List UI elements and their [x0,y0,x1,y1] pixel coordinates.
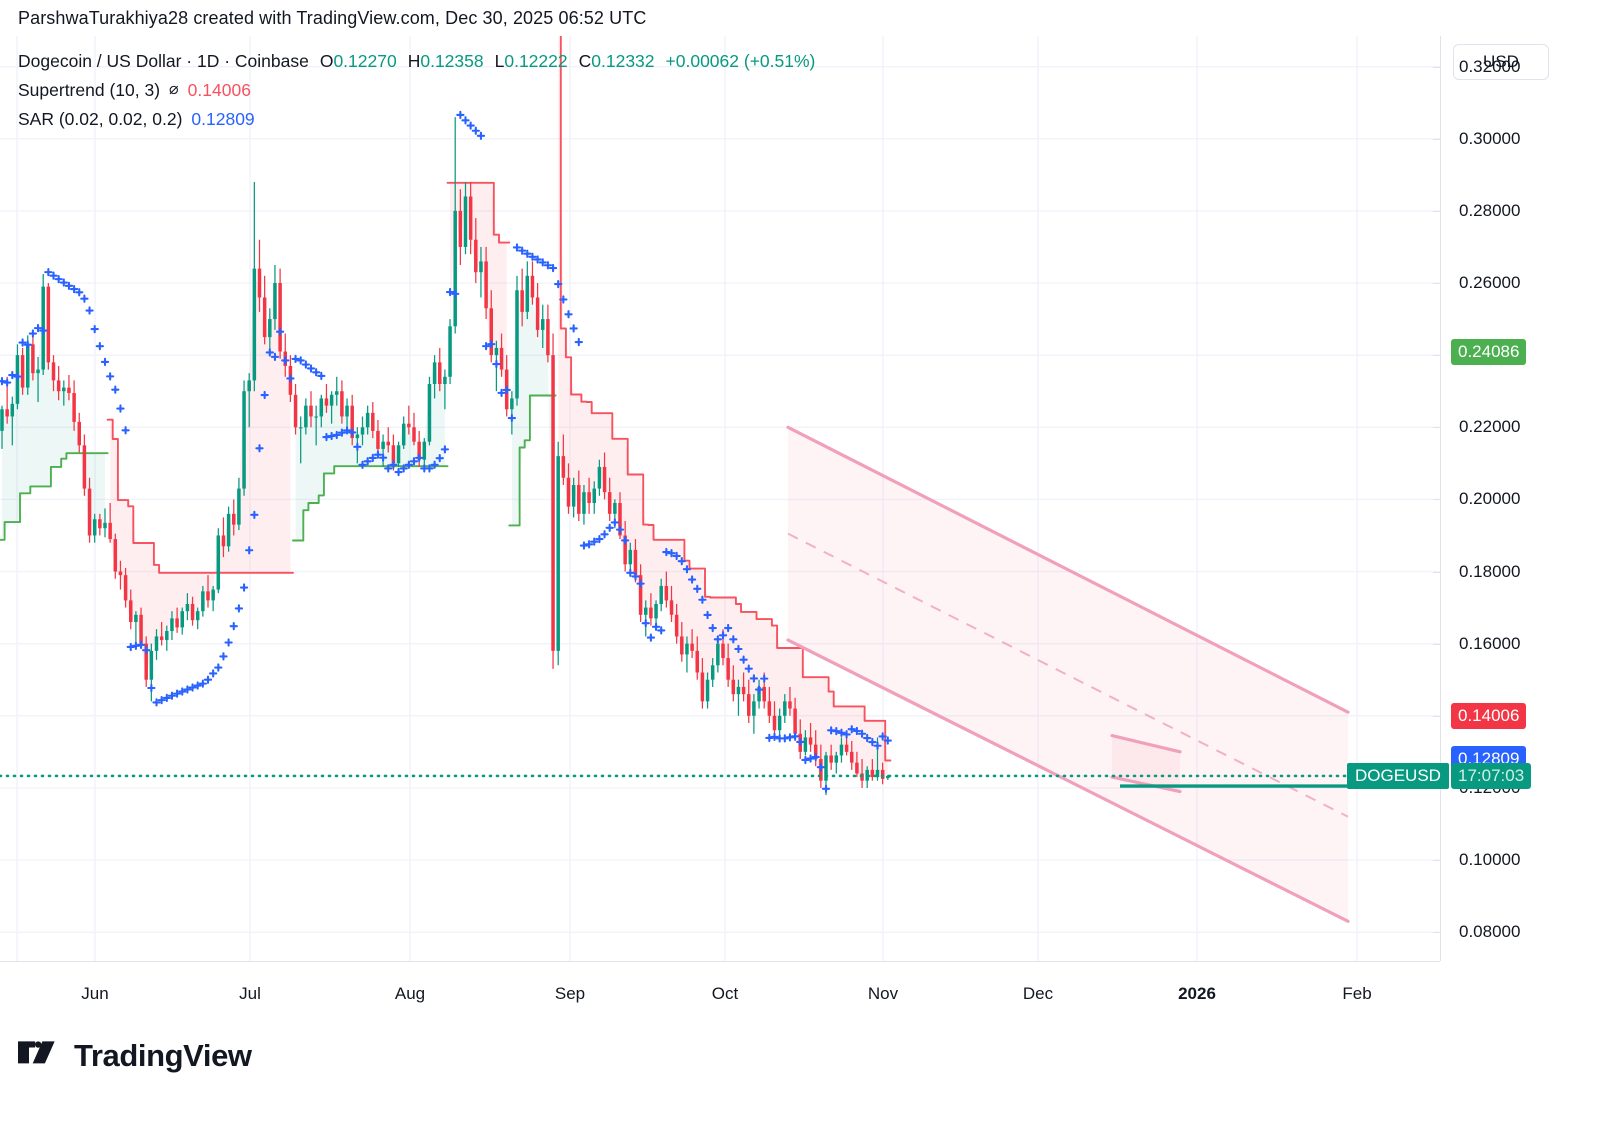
price-tick-mark [1433,283,1441,285]
price-tick: 0.16000 [1459,633,1521,653]
symbol-price-tag: DOGEUSD [1347,762,1449,789]
legend-open: O0.12270 [319,51,397,71]
price-tick-mark [1433,210,1441,212]
supertrend-price-badge: 0.14006 [1451,702,1527,729]
time-tick: Jun [81,984,109,1003]
time-tick: Nov [867,984,899,1003]
chart-legend: Dogecoin / US Dollar · 1D · Coinbase O0.… [18,48,815,132]
small-descending-channel-lower [1110,775,1182,794]
candlestick-chart [0,36,1440,961]
tradingview-mark-icon [18,1041,55,1064]
diameter-icon: ⌀ [169,81,179,98]
price-tick: 0.20000 [1459,489,1521,509]
descending-channel-lower [786,638,1350,923]
legend-row-sar[interactable]: SAR (0.02, 0.02, 0.2) 0.12809 [18,106,815,132]
legend-high: H0.12358 [407,51,484,71]
legend-close: C0.12332 [578,51,655,71]
high-marker-badge: 0.24086 [1451,339,1527,366]
legend-sar-value: 0.12809 [191,109,255,129]
currency-button[interactable]: USD [1453,44,1549,80]
price-tick-mark [1433,355,1441,357]
grid-lines [0,36,1440,961]
price-tick-mark [1433,643,1441,645]
price-tick-mark [1433,138,1441,140]
price-tick: 0.22000 [1459,417,1521,437]
tradingview-brand-text: TradingView [74,1038,252,1073]
price-tick: 0.32000 [1459,56,1521,76]
price-tick-mark [1433,860,1441,862]
price-tick: 0.28000 [1459,200,1521,220]
price-tick: 0.26000 [1459,273,1521,293]
time-tick: Oct [711,984,739,1003]
price-tick-mark [1433,499,1441,501]
countdown-badge: 17:07:03 [1451,762,1532,789]
chart-plot-area[interactable] [0,36,1440,961]
legend-supertrend-name: Supertrend (10, 3) [18,80,161,100]
time-tick: Dec [1022,984,1054,1003]
legend-row-symbol[interactable]: Dogecoin / US Dollar · 1D · Coinbase O0.… [18,48,815,74]
small-descending-channel-fill [1112,735,1180,792]
price-tick-mark [1433,932,1441,934]
tradingview-logo: TradingView [18,1038,252,1074]
price-tick-mark [1433,715,1441,717]
price-tick: 0.18000 [1459,561,1521,581]
descending-channel-upper [786,425,1350,714]
small-descending-channel-upper [1110,734,1182,754]
price-tick-mark [1433,427,1441,429]
time-tick: Aug [394,984,426,1003]
time-tick: 2026 [1178,984,1216,1003]
price-tick: 0.30000 [1459,128,1521,148]
legend-change: +0.00062 (+0.51%) [665,51,816,71]
price-tick-mark [1433,571,1441,573]
descending-channel-midline [787,532,1349,818]
legend-symbol-title: Dogecoin / US Dollar · 1D · Coinbase [18,51,309,71]
legend-sar-name: SAR (0.02, 0.02, 0.2) [18,109,183,129]
time-scale[interactable]: Jun Jul Aug Sep Oct Nov Dec 2026 Feb [0,961,1440,1024]
time-tick: Sep [554,984,586,1003]
time-tick: Jul [239,984,261,1003]
price-scale[interactable]: USD 0.320000.300000.280000.260000.240000… [1433,36,1600,961]
legend-low: L0.12222 [494,51,568,71]
price-tick-mark [1433,66,1441,68]
time-tick: Feb [1342,984,1372,1003]
legend-supertrend-value: 0.14006 [187,80,251,100]
descending-channel-fill [788,427,1348,922]
legend-row-supertrend[interactable]: Supertrend (10, 3) ⌀ 0.14006 [18,77,815,103]
attribution-text: ParshwaTurakhiya28 created with TradingV… [18,8,647,28]
price-tick: 0.08000 [1459,922,1521,942]
price-tick: 0.10000 [1459,850,1521,870]
sar-indicator [0,110,892,793]
